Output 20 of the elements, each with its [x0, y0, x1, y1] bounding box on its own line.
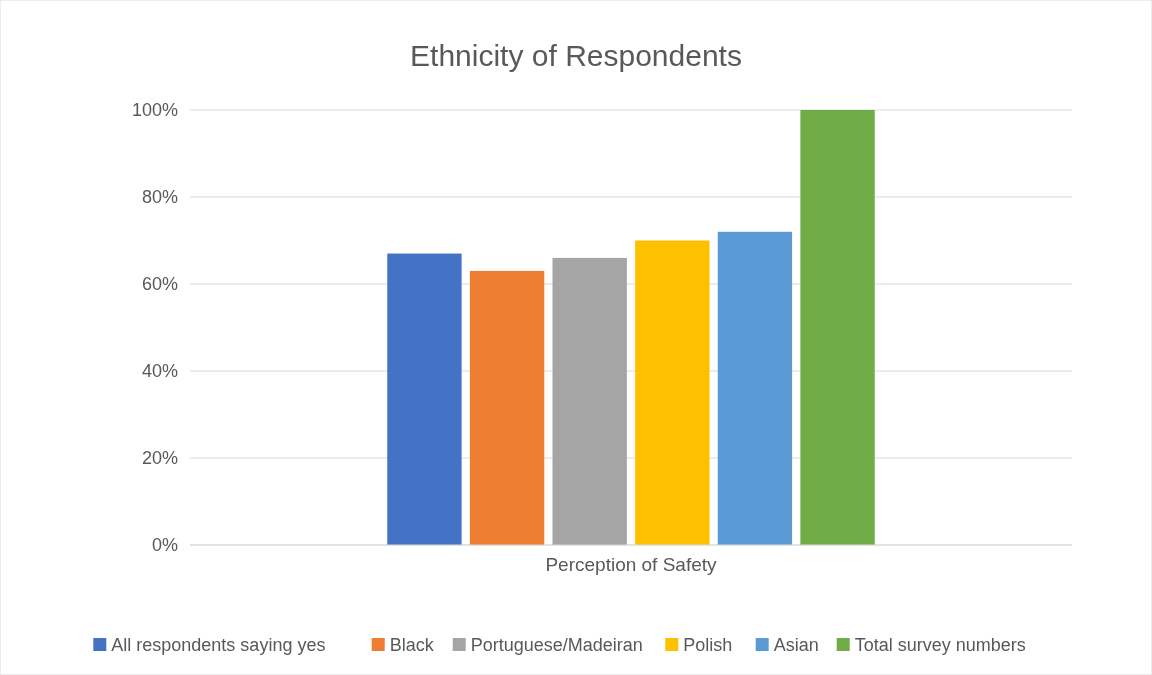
legend-label: Total survey numbers — [854, 635, 1026, 656]
x-tick-label: Perception of Safety — [545, 554, 718, 575]
bar — [469, 270, 545, 545]
legend-label: Polish — [683, 635, 733, 656]
legend-label: All respondents saying yes — [111, 635, 326, 656]
bar — [635, 240, 710, 545]
bar — [387, 253, 462, 545]
y-tick-label: 60% — [141, 274, 178, 295]
y-tick-label: 0% — [151, 535, 178, 556]
y-tick-label: 80% — [141, 187, 178, 208]
legend-label: Portuguese/Madeiran — [470, 635, 643, 656]
y-tick-label: 20% — [141, 448, 178, 469]
y-tick-label: 40% — [141, 361, 178, 382]
chart-title: Ethnicity of Respondents — [410, 39, 742, 72]
legend-label: Black — [389, 635, 435, 656]
bar — [552, 257, 627, 545]
bar — [717, 231, 793, 545]
legend-label: Asian — [773, 635, 819, 656]
y-tick-label: 100% — [131, 100, 178, 121]
bar — [800, 110, 875, 545]
